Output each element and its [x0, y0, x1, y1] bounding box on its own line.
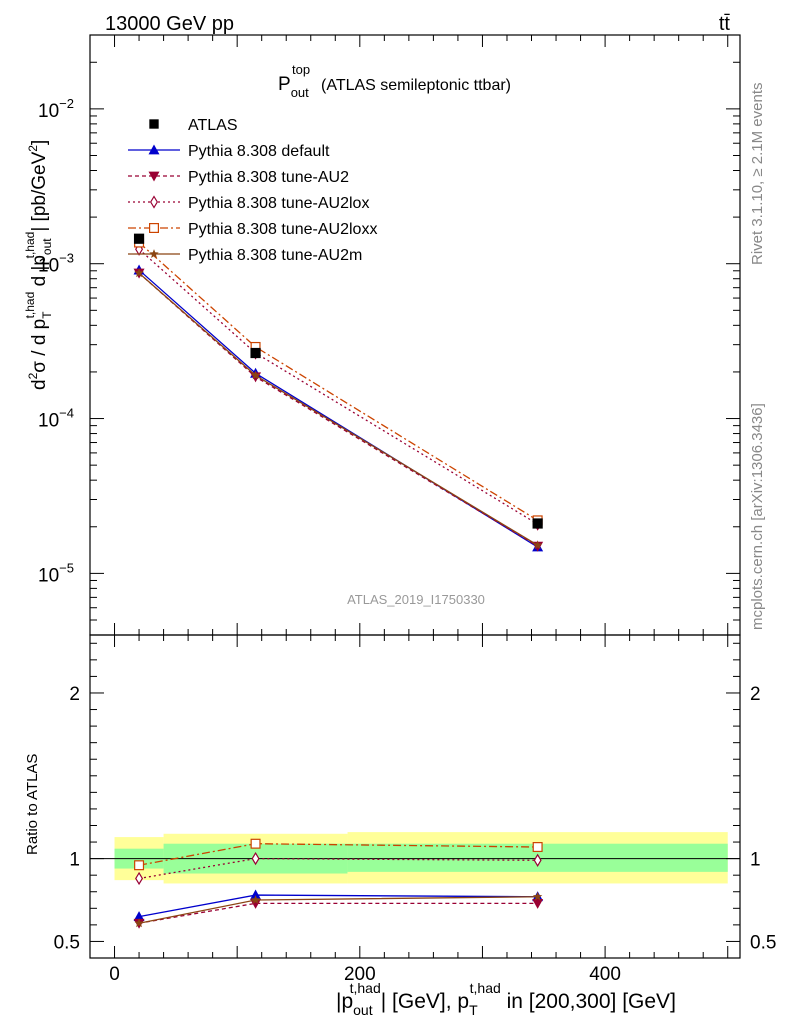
ratio-y-tick-label: 1: [69, 850, 80, 871]
svg-text:d2σ / d pTt,had d |poutt,had|: d2σ / d pTt,had d |poutt,had| [pb/GeV2]: [23, 140, 54, 390]
series-3: [135, 242, 542, 531]
legend-label: Pythia 8.308 tune-AU2loxx: [188, 221, 377, 238]
data-point: [133, 911, 145, 921]
data-point: [533, 853, 542, 867]
legend-label: Pythia 8.308 default: [188, 143, 330, 160]
title-rest: (ATLAS semileptonic ttbar): [321, 77, 511, 94]
main-panel: 10−5 10−4 10−3 10−2: [38, 34, 741, 636]
data-point: [532, 891, 543, 901]
ratio-series-5: [134, 891, 543, 928]
legend-item: Pythia 8.308 default: [128, 143, 330, 160]
data-point: [150, 195, 158, 209]
series-line: [138, 269, 538, 548]
data-point: [532, 518, 543, 529]
y-tick-label: 10−3: [38, 251, 74, 277]
legend-item: Pythia 8.308 tune-AU2: [128, 169, 349, 186]
ratio-y-tick-label-right: 1: [750, 850, 761, 871]
data-point: [148, 144, 160, 155]
legend-label: Pythia 8.308 tune-AU2lox: [188, 195, 369, 212]
svg-text:Pout: Pout: [278, 74, 309, 100]
data-point: [250, 370, 261, 380]
ratio-y-tick-label-right: 0.5: [750, 932, 776, 953]
series-line: [138, 272, 538, 546]
series-line: [138, 272, 538, 547]
ratio-y-axis-label: Ratio to ATLAS: [24, 754, 41, 855]
series-line: [138, 242, 538, 521]
data-point: [133, 233, 145, 244]
data-point: [250, 838, 261, 849]
data-series-atlas: [133, 233, 543, 529]
y-tick-label: 10−2: [38, 96, 74, 122]
y-tick-label: 10−4: [38, 406, 74, 432]
ratio-frame: [89, 634, 741, 959]
ratio-y-tick-label-right: 2: [750, 684, 761, 705]
ratio-series-1: [133, 889, 544, 921]
header-left-label: 13000 GeV pp: [105, 13, 234, 35]
y-axis-label: d2σ / d pTt,had d |poutt,had| [pb/GeV2]: [23, 140, 54, 390]
ratio-series-line: [138, 896, 538, 924]
data-point: [148, 171, 160, 182]
legend-item: Pythia 8.308 tune-AU2lox: [128, 195, 369, 212]
ratio-series-2: [133, 898, 544, 929]
header-right-label: tt̄: [719, 13, 731, 35]
data-point: [250, 347, 261, 359]
x-axis-label: |poutt,had| [GeV], pTt,had in [200,300] …: [336, 980, 676, 1018]
ratio-y-tick-label: 2: [69, 684, 80, 705]
y-tick-label: 10−5: [38, 560, 74, 586]
data-point: [135, 871, 144, 886]
ratio-panel: 0 200 400 0.5 0.5 1 1 2 2: [54, 623, 776, 985]
data-point: [134, 918, 144, 928]
title-sub: out: [291, 85, 309, 100]
data-point: [134, 860, 145, 871]
x-tick-label: 400: [589, 964, 621, 985]
legend: ATLAS Pythia 8.308 default Pythia 8.308 tu…: [128, 117, 377, 264]
data-point: [251, 851, 260, 866]
data-point: [149, 249, 159, 258]
ratio-series-line: [138, 894, 538, 918]
legend-label: ATLAS: [188, 117, 238, 134]
legend-item: Pythia 8.308 tune-AU2loxx: [128, 221, 377, 238]
legend-item: ATLAS: [149, 117, 238, 134]
data-point: [134, 268, 144, 278]
chart-title: Pout top (ATLAS semileptonic ttbar): [278, 62, 511, 100]
data-point: [250, 895, 261, 904]
series-4: [134, 237, 543, 526]
ratio-y-tick-label: 0.5: [54, 932, 80, 953]
analysis-id-label: ATLAS_2019_I1750330: [347, 592, 485, 607]
ratio-series-line: [138, 902, 538, 924]
svg-text:|poutt,had| [GeV], pTt,had in: |poutt,had| [GeV], pTt,had in [200,300] …: [336, 980, 676, 1018]
rivet-label: Rivet 3.1.10, ≥ 2.1M events: [749, 83, 766, 266]
data-point: [250, 889, 262, 900]
data-point: [149, 119, 159, 129]
title-main: P: [278, 74, 291, 95]
data-point: [532, 540, 543, 550]
ratio-series-line: [138, 857, 538, 880]
series-1: [133, 264, 544, 552]
x-tick-label: 0: [109, 964, 120, 985]
legend-label: Pythia 8.308 tune-AU2m: [188, 247, 362, 264]
data-point: [250, 898, 262, 909]
data-point: [149, 223, 160, 234]
series-2: [133, 268, 544, 552]
title-sup: top: [292, 62, 310, 77]
ratio-series-3: [135, 851, 542, 886]
x-tick-label: 200: [344, 964, 376, 985]
series-5: [134, 268, 543, 550]
mcplots-label: mcplots.cern.ch [arXiv:1306.3436]: [749, 403, 766, 630]
ratio-series-4: [134, 838, 543, 871]
data-point: [532, 842, 543, 853]
data-point: [532, 898, 544, 909]
legend-item: Pythia 8.308 tune-AU2m: [128, 247, 362, 264]
legend-label: Pythia 8.308 tune-AU2: [188, 169, 349, 186]
